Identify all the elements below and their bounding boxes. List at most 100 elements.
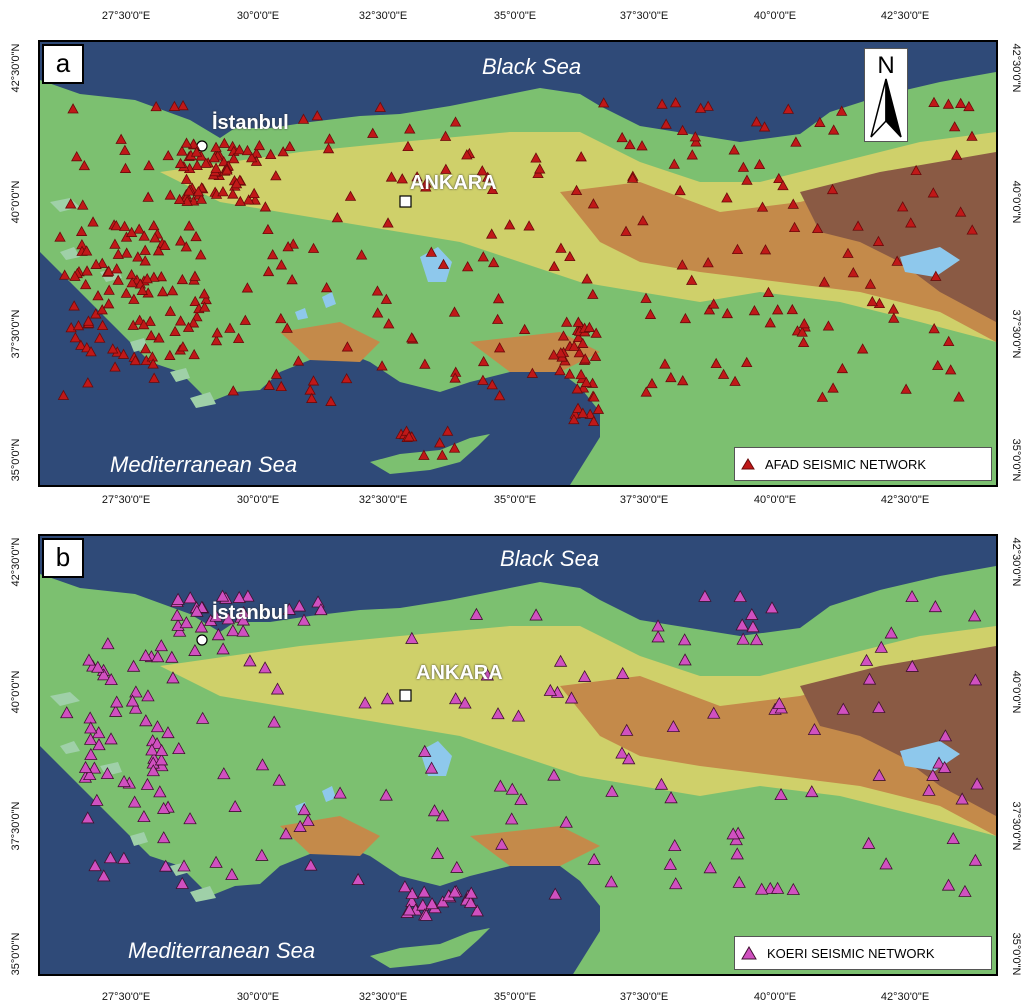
cyprus	[370, 928, 490, 968]
station-marker	[624, 138, 636, 150]
station-marker	[210, 162, 222, 173]
station-marker	[385, 171, 398, 182]
longitude-label-bottom-3: 35°0'0"E	[493, 991, 537, 1003]
station-marker	[150, 720, 165, 733]
station-marker	[418, 449, 430, 460]
station-marker	[258, 661, 272, 674]
legend-koeri-label: KOERI SEISMIC NETWORK	[767, 945, 935, 961]
station-marker	[440, 163, 452, 174]
station-marker	[717, 368, 730, 379]
station-marker	[314, 603, 328, 616]
station-marker	[927, 187, 940, 198]
station-marker	[505, 812, 519, 825]
station-marker	[91, 660, 105, 673]
station-marker	[616, 666, 630, 679]
station-marker	[694, 102, 707, 113]
station-marker	[164, 189, 176, 200]
lake-van	[900, 247, 960, 277]
longitude-label-bottom-1: 30°0'0"E	[236, 991, 280, 1003]
station-marker	[587, 198, 600, 209]
station-marker	[555, 242, 567, 253]
station-marker	[928, 600, 943, 613]
station-marker	[872, 768, 886, 781]
station-marker	[759, 244, 772, 255]
station-marker	[188, 643, 202, 656]
station-marker	[469, 607, 484, 620]
station-marker	[660, 118, 672, 129]
station-marker	[340, 372, 353, 384]
station-marker	[146, 764, 160, 777]
station-marker	[749, 633, 764, 646]
station-marker	[968, 673, 983, 686]
station-marker	[255, 848, 269, 861]
station-marker	[166, 671, 180, 684]
station-marker	[954, 206, 967, 217]
station-marker	[164, 305, 177, 316]
station-marker	[81, 265, 93, 276]
station-marker	[236, 624, 250, 637]
station-marker	[81, 811, 95, 824]
station-marker	[430, 846, 445, 859]
station-marker	[656, 98, 668, 109]
station-marker	[168, 100, 181, 111]
station-marker	[57, 389, 70, 400]
station-marker	[281, 322, 293, 333]
station-marker	[827, 382, 839, 393]
longitude-label-mid-3: 35°0'0"E	[493, 494, 537, 506]
station-marker	[836, 702, 850, 715]
station-marker	[493, 779, 508, 792]
station-marker	[379, 788, 393, 801]
station-marker	[304, 858, 318, 871]
station-marker	[174, 157, 187, 168]
station-marker	[575, 368, 587, 380]
station-marker	[679, 312, 692, 324]
taurus-central	[470, 826, 600, 866]
longitude-label-top-0: 27°30'0"E	[101, 10, 151, 22]
station-marker	[190, 604, 204, 617]
station-marker	[208, 152, 220, 163]
station-marker	[733, 589, 747, 602]
station-marker	[756, 201, 769, 212]
station-marker	[129, 354, 142, 366]
station-marker	[564, 250, 576, 262]
station-marker	[589, 350, 602, 361]
longitude-label-bottom-0: 27°30'0"E	[101, 991, 151, 1003]
station-marker	[75, 225, 88, 236]
station-marker	[142, 191, 154, 202]
station-marker	[371, 307, 384, 318]
station-marker	[103, 284, 115, 295]
station-marker	[311, 110, 323, 121]
station-marker	[110, 695, 124, 708]
terrain-map-b	[40, 536, 996, 974]
station-marker	[448, 306, 461, 317]
station-marker	[590, 327, 602, 338]
station-marker	[96, 257, 108, 268]
aegean-island	[130, 832, 148, 846]
station-marker	[425, 246, 438, 257]
station-marker	[674, 184, 686, 196]
aegean-island	[60, 741, 80, 754]
station-marker	[78, 159, 91, 171]
station-marker	[141, 273, 153, 284]
station-marker	[138, 649, 153, 662]
station-marker	[659, 358, 671, 369]
station-marker	[83, 767, 97, 780]
station-marker	[514, 792, 528, 805]
station-marker	[118, 220, 131, 231]
station-marker	[836, 105, 848, 116]
station-marker	[83, 732, 98, 745]
station-marker	[866, 295, 879, 307]
station-marker	[735, 618, 749, 631]
station-marker	[548, 349, 560, 360]
map-panel-a: a Black Sea Mediterranean Sea İstanbul A…	[38, 40, 998, 487]
station-marker	[183, 220, 195, 231]
station-marker	[534, 163, 546, 174]
station-marker	[127, 319, 139, 330]
latitude-label-a-lft-3: 35°0'0"N	[10, 438, 22, 482]
central-plain	[340, 272, 500, 342]
station-marker	[434, 437, 446, 448]
station-marker	[183, 591, 197, 604]
station-marker	[228, 153, 240, 164]
station-marker	[179, 616, 194, 629]
station-marker	[777, 179, 789, 191]
